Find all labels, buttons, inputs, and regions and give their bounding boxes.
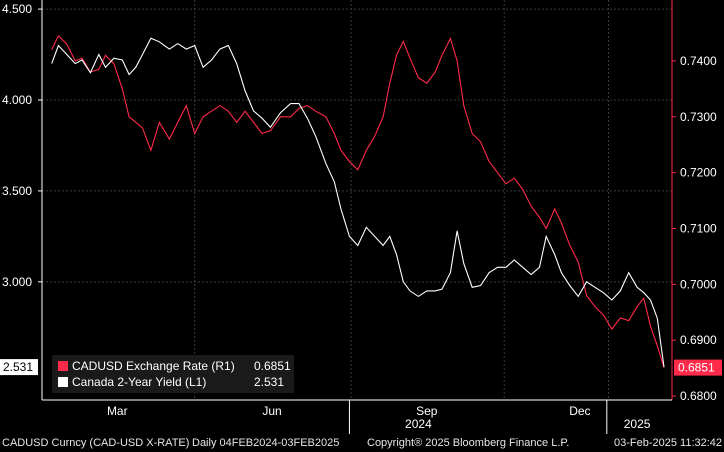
x-tick-label: Mar bbox=[107, 404, 128, 418]
footer-period: Daily 04FEB2024-03FEB2025 bbox=[192, 437, 340, 449]
right-tick-label: 0.7400 bbox=[680, 54, 717, 68]
legend-label: Canada 2-Year Yield (L1) bbox=[72, 375, 207, 389]
axes bbox=[38, 0, 676, 434]
legend-swatch bbox=[58, 361, 68, 371]
legend-value: 0.6851 bbox=[254, 359, 291, 373]
right-value-tag bbox=[674, 359, 722, 376]
right-tick-label: 0.7200 bbox=[680, 166, 717, 180]
canada-2y-yield-line bbox=[51, 37, 665, 368]
footer-security: CADUSD Curncy (CAD-USD X-RATE) bbox=[2, 437, 190, 449]
legend-swatch bbox=[58, 377, 68, 387]
year-label: 2024 bbox=[405, 417, 432, 431]
legend: CADUSD Exchange Rate (R1) 0.6851 Canada … bbox=[52, 355, 294, 393]
series-lines bbox=[51, 34, 665, 368]
chart: 4.500 4.000 3.500 3.000 0.7400 0.7300 0.7200 0.… bbox=[0, 0, 722, 434]
right-tick-label: 0.7000 bbox=[680, 277, 717, 291]
left-tick-label: 3.000 bbox=[2, 275, 32, 289]
legend-item-cadusd: CADUSD Exchange Rate (R1) 0.6851 bbox=[58, 358, 291, 374]
gridlines bbox=[42, 0, 672, 400]
value-tags: 0.6851 2.531 bbox=[0, 359, 722, 376]
right-tick-label: 0.6900 bbox=[680, 333, 717, 347]
left-value-tag-text: 2.531 bbox=[3, 360, 33, 374]
footer: CADUSD Curncy (CAD-USD X-RATE) Daily 04F… bbox=[0, 434, 724, 452]
right-value-tag-text: 0.6851 bbox=[678, 361, 715, 375]
tick-labels: 4.500 4.000 3.500 3.000 0.7400 0.7300 0.7200 0.… bbox=[2, 2, 717, 431]
footer-copyright: Copyright® 2025 Bloomberg Finance L.P. bbox=[367, 437, 570, 449]
cadusd-line bbox=[51, 34, 665, 368]
right-tick-label: 0.6800 bbox=[680, 389, 717, 403]
year-label: 2025 bbox=[624, 417, 651, 431]
left-value-tag bbox=[0, 359, 38, 376]
legend-value: 2.531 bbox=[254, 375, 285, 389]
x-tick-label: Jun bbox=[262, 404, 281, 418]
legend-label: CADUSD Exchange Rate (R1) bbox=[72, 359, 235, 373]
right-tick-label: 0.7100 bbox=[680, 221, 717, 235]
x-tick-label: Dec bbox=[569, 404, 590, 418]
right-tick-label: 0.7300 bbox=[680, 110, 717, 124]
footer-timestamp: 03-Feb-2025 11:32:42 bbox=[614, 437, 723, 449]
legend-item-canada-2y: Canada 2-Year Yield (L1) 2.531 bbox=[58, 374, 284, 390]
left-tick-label: 3.500 bbox=[2, 184, 32, 198]
left-tick-label: 4.500 bbox=[2, 2, 32, 16]
x-tick-label: Sep bbox=[416, 404, 438, 418]
left-tick-label: 4.000 bbox=[2, 93, 32, 107]
